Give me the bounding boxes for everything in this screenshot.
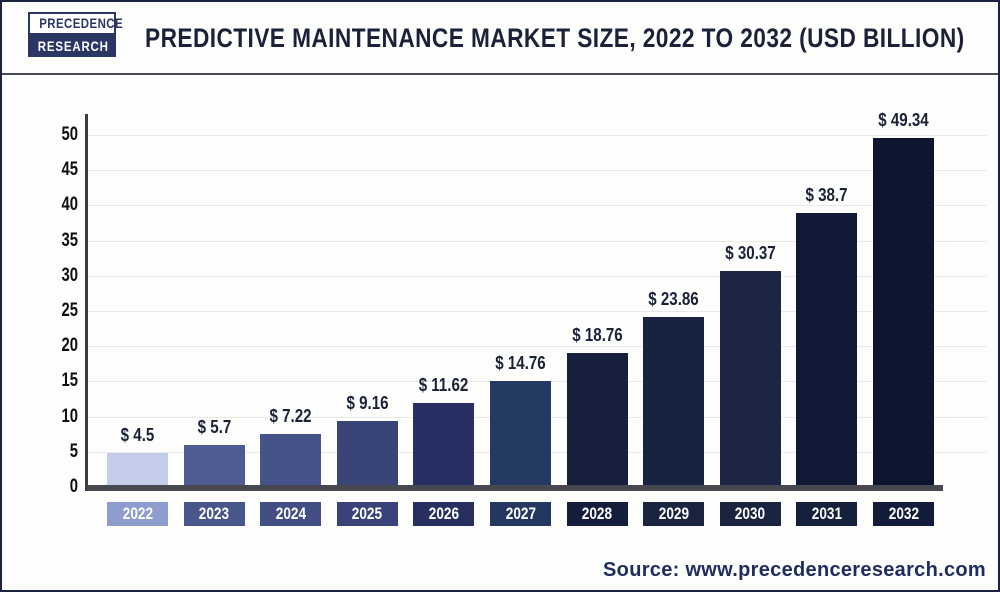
- x-axis-label-2024: 2024: [260, 502, 322, 526]
- bar-value-label-2029: $ 23.86: [648, 289, 699, 310]
- bar-value-label-2032: $ 49.34: [878, 109, 929, 130]
- x-axis-label-text-2028: 2028: [581, 504, 613, 523]
- x-axis-label-2029: 2029: [643, 502, 705, 526]
- bar-value-label-2024: $ 7.22: [269, 406, 312, 427]
- bar-2032: [873, 137, 934, 485]
- x-axis-label-text-2023: 2023: [198, 504, 230, 523]
- y-axis-tick-label-15: 15: [61, 370, 78, 392]
- logo-text-research: RESEARCH: [37, 38, 109, 54]
- logo-line-precedence: PRECEDENCE: [28, 12, 123, 35]
- x-axis-label-2027: 2027: [490, 502, 551, 526]
- y-axis-tick-label-30: 30: [61, 264, 78, 286]
- gridline-40: [87, 205, 987, 207]
- bar-2024: [260, 434, 322, 485]
- bar-value-label-2026: $ 11.62: [419, 375, 469, 396]
- y-axis-tick-label-5: 5: [69, 440, 78, 462]
- y-axis-tick-label-0: 0: [69, 476, 78, 497]
- y-axis-tick-label-35: 35: [61, 229, 78, 251]
- x-axis-label-2023: 2023: [183, 502, 245, 526]
- bar-value-label-2031: $ 38.7: [805, 184, 848, 205]
- y-axis-tick-label-20: 20: [61, 335, 78, 357]
- gridline-35: [87, 240, 987, 242]
- x-axis-label-2032: 2032: [873, 502, 934, 526]
- y-axis-tick-label-45: 45: [61, 159, 78, 181]
- bar-2025: [336, 420, 398, 485]
- bar-2028: [566, 352, 628, 485]
- bar-2026: [413, 403, 475, 485]
- x-axis-label-text-2022: 2022: [122, 504, 153, 523]
- x-axis-label-text-2032: 2032: [888, 504, 919, 523]
- x-axis-label-2025: 2025: [336, 502, 398, 526]
- y-axis-tick-label-50: 50: [61, 124, 78, 145]
- y-axis-line: [85, 114, 88, 491]
- page-title: PREDICTIVE MAINTENANCE MARKET SIZE, 2022…: [145, 23, 965, 53]
- x-axis-label-2022: 2022: [107, 502, 168, 526]
- title-wrap: PREDICTIVE MAINTENANCE MARKET SIZE, 2022…: [122, 2, 988, 75]
- bar-2029: [643, 317, 705, 485]
- y-axis-tick-label-10: 10: [61, 405, 78, 427]
- header: PRECEDENCE RESEARCH PREDICTIVE MAINTENAN…: [2, 2, 998, 75]
- x-axis-label-text-2029: 2029: [658, 504, 689, 523]
- x-axis-label-text-2027: 2027: [505, 504, 536, 523]
- x-axis-label-text-2030: 2030: [735, 504, 766, 523]
- x-axis-label-2030: 2030: [719, 502, 781, 526]
- x-axis-label-2028: 2028: [566, 502, 628, 526]
- bar-value-label-2022: $ 4.5: [120, 425, 155, 446]
- bar-value-label-2023: $ 5.7: [197, 416, 231, 437]
- bar-2030: [719, 271, 781, 485]
- bar-2031: [796, 212, 858, 485]
- bar-2022: [107, 453, 168, 485]
- gridline-50: [87, 135, 987, 136]
- gridline-20: [87, 346, 987, 348]
- logo-text-precedence: PRECEDENCE: [39, 15, 124, 31]
- x-axis-label-text-2024: 2024: [275, 504, 306, 523]
- bar-chart: 0 5 10 15 20 25 30 35 40 45 50 $ 4.5 2022 $ 5.7 2023 $ …: [2, 75, 998, 590]
- gridline-25: [87, 311, 987, 312]
- gridline-30: [87, 275, 987, 277]
- x-axis-label-text-2031: 2031: [811, 504, 843, 523]
- y-axis-tick-label-40: 40: [61, 194, 78, 216]
- y-axis-tick-label-25: 25: [61, 300, 78, 321]
- gridline-45: [87, 170, 987, 172]
- x-axis-label-2031: 2031: [796, 502, 858, 526]
- bar-value-label-2030: $ 30.37: [725, 243, 776, 264]
- logo-line-research: RESEARCH: [28, 35, 116, 57]
- bar-value-label-2025: $ 9.16: [346, 392, 389, 413]
- bar-2027: [490, 381, 551, 485]
- source-text: Source: www.precedenceresearch.com: [603, 559, 986, 581]
- x-axis-label-text-2025: 2025: [352, 504, 383, 523]
- x-axis-line: [87, 485, 943, 491]
- x-axis-label-2026: 2026: [413, 502, 475, 526]
- precedence-research-logo: PRECEDENCE RESEARCH: [28, 12, 123, 57]
- bar-value-label-2027: $ 14.76: [495, 353, 546, 374]
- x-axis-label-text-2026: 2026: [428, 504, 460, 523]
- bar-2023: [183, 444, 245, 485]
- bar-value-label-2028: $ 18.76: [571, 324, 623, 345]
